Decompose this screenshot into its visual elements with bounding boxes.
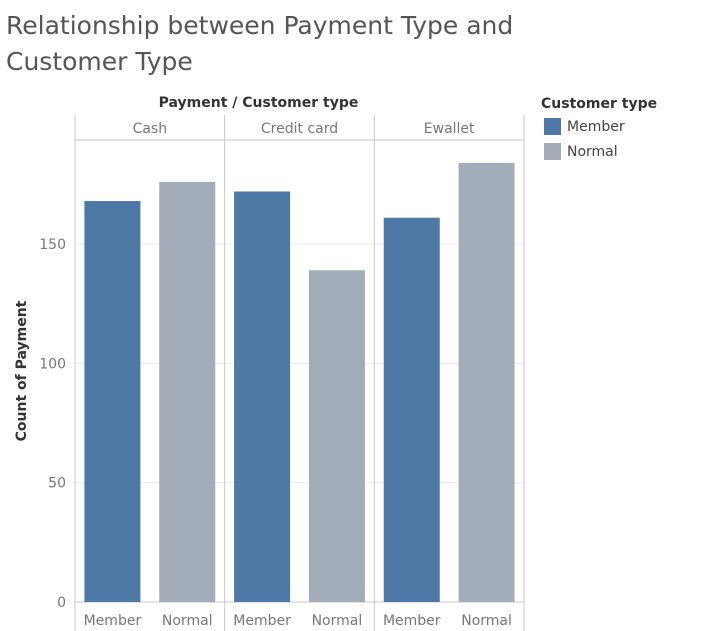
bar-credit-card-member: [234, 191, 291, 602]
x-tick-label: Normal: [162, 613, 213, 629]
legend: Customer type Member Normal: [541, 94, 711, 164]
y-axis-label: Count of Payment: [14, 300, 30, 441]
legend-swatch-normal: [544, 143, 561, 160]
x-tick-label: Member: [233, 613, 291, 629]
legend-title: Customer type: [541, 96, 658, 112]
column-header: Payment / Customer type: [159, 95, 359, 111]
bar-cash-normal: [159, 181, 216, 603]
legend-item-normal[interactable]: Normal: [541, 139, 711, 164]
panel-header-credit-card: Credit card: [261, 121, 338, 137]
bar-credit-card-normal: [308, 270, 365, 602]
bar-ewallet-normal: [458, 162, 515, 602]
y-tick-label: 150: [39, 237, 66, 253]
legend-label-member: Member: [567, 118, 625, 135]
panel-header-cash: Cash: [133, 121, 168, 137]
x-tick-label: Normal: [461, 613, 512, 629]
y-tick-label: 100: [39, 356, 66, 372]
panel-header-ewallet: Ewallet: [424, 121, 475, 137]
bar-ewallet-member: [383, 217, 440, 602]
y-tick-label: 0: [57, 595, 66, 611]
x-tick-label: Member: [84, 613, 142, 629]
legend-swatch-member: [544, 118, 561, 135]
bar-cash-member: [84, 201, 141, 603]
x-tick-label: Normal: [312, 613, 363, 629]
legend-item-member[interactable]: Member: [541, 114, 711, 139]
x-tick-label: Member: [383, 613, 441, 629]
y-tick-label: 50: [48, 476, 66, 492]
legend-label-normal: Normal: [567, 143, 618, 160]
chart-title: Relationship between Payment Type and Cu…: [6, 11, 514, 76]
